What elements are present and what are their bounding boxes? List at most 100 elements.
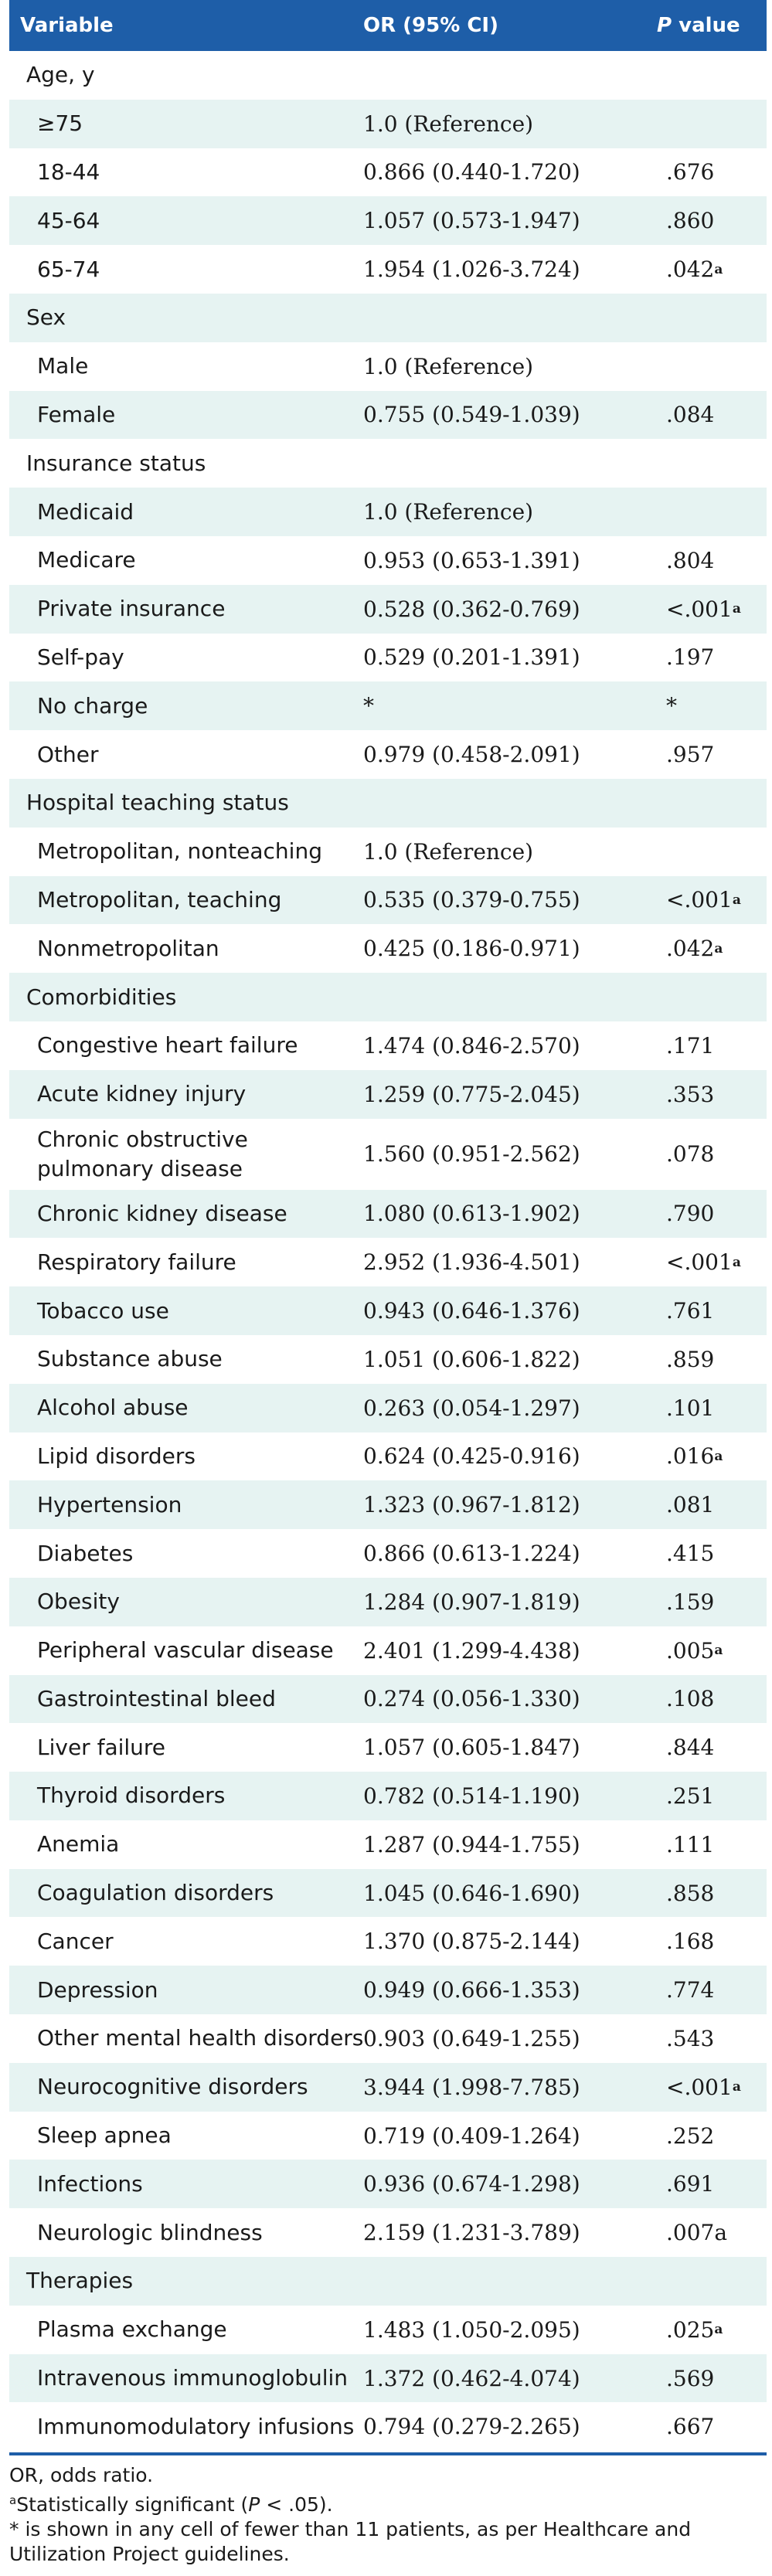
row-p-value: .774 — [666, 1966, 714, 2014]
table-row: Medicaid 1.0 (Reference) — [9, 488, 767, 536]
row-label: Gastrointestinal bleed — [37, 1685, 276, 1711]
row-p-value: .691 — [666, 2160, 714, 2208]
footnote-significance: aStatistically significant (P < .05). — [9, 2488, 767, 2517]
row-p-text: .078 — [666, 1141, 715, 1167]
header-variable: Variable — [20, 14, 114, 37]
row-p-value: .197 — [666, 634, 714, 682]
row-odds-ratio: 1.560 (0.951-2.562) — [363, 1141, 580, 1167]
row-label: Congestive heart failure — [37, 1032, 298, 1059]
row-odds-ratio: 0.903 (0.649-1.255) — [363, 2025, 580, 2051]
row-p-value: .016 a — [666, 1432, 723, 1481]
table-row: Cancer 1.370 (0.875-2.144) .168 — [9, 1917, 767, 1966]
row-odds-ratio: 1.284 (0.907-1.819) — [363, 1589, 580, 1615]
row-label: 65-74 — [37, 256, 100, 282]
row-p-value: .171 — [666, 1021, 714, 1070]
row-p-value: .860 — [666, 196, 714, 245]
row-odds-ratio: 0.866 (0.440-1.720) — [363, 159, 580, 185]
row-label: Medicaid — [37, 498, 134, 525]
row-p-text: .251 — [666, 1782, 715, 1809]
row-p-value: .168 — [666, 1917, 714, 1966]
row-label: Metropolitan, teaching — [37, 886, 282, 912]
row-p-value: <.001 a — [666, 585, 741, 634]
table-row: Metropolitan, nonteaching 1.0 (Reference) — [9, 828, 767, 876]
row-p-text: .016 — [666, 1443, 715, 1470]
table-footnotes: OR, odds ratio. aStatistically significa… — [9, 2463, 767, 2567]
row-p-value: .353 — [666, 1070, 714, 1119]
table-row: Respiratory failure 2.952 (1.936-4.501) <.… — [9, 1238, 767, 1286]
row-label: Medicare — [37, 547, 136, 573]
row-p-value: .111 — [666, 1820, 714, 1869]
footnote-sig-text: Statistically significant ( — [16, 2493, 249, 2517]
table-row: Other 0.979 (0.458-2.091) .957 — [9, 730, 767, 779]
footnote-abbreviation: OR, odds ratio. — [9, 2464, 154, 2486]
row-p-text: .353 — [666, 1081, 715, 1107]
row-p-value: .159 — [666, 1578, 714, 1626]
row-p-value: .761 — [666, 1286, 714, 1335]
row-p-text: .171 — [666, 1032, 715, 1059]
table-row: Metropolitan, teaching 0.535 (0.379-0.755… — [9, 875, 767, 925]
row-label: Alcohol abuse — [37, 1395, 189, 1421]
row-odds-ratio: 1.259 (0.775-2.045) — [363, 1081, 580, 1107]
row-p-value: .859 — [666, 1335, 714, 1384]
row-label: Depression — [37, 1976, 158, 2003]
row-odds-ratio: 1.045 (0.646-1.690) — [363, 1880, 580, 1906]
table-row: Substance abuse 1.051 (0.606-1.822) .859 — [9, 1335, 767, 1384]
row-label: ≥75 — [37, 110, 83, 137]
row-p-text: .691 — [666, 2171, 715, 2197]
row-odds-ratio: 1.080 (0.613-1.902) — [363, 1201, 580, 1227]
table-row: Acute kidney injury 1.259 (0.775-2.045) .3… — [9, 1069, 767, 1119]
row-p-text: .084 — [666, 402, 715, 428]
row-p-value: .078 — [666, 1119, 714, 1190]
row-label: Respiratory failure — [37, 1249, 236, 1275]
table-section-row: Comorbidities — [9, 973, 767, 1021]
row-label: Obesity — [37, 1589, 120, 1615]
table-row: Obesity 1.284 (0.907-1.819) .159 — [9, 1577, 767, 1626]
row-label: 18-44 — [37, 158, 100, 185]
row-label: Anemia — [37, 1831, 120, 1857]
row-p-value: .569 — [666, 2354, 714, 2403]
row-label: No charge — [37, 692, 148, 719]
row-label: Sex — [26, 304, 66, 331]
row-p-text: .108 — [666, 1686, 715, 1712]
row-label: Thyroid disorders — [37, 1782, 226, 1809]
row-p-text: .007a — [666, 2220, 728, 2246]
row-p-text: .858 — [666, 1880, 715, 1906]
row-odds-ratio: 3.944 (1.998-7.785) — [363, 2074, 580, 2100]
row-p-text: .790 — [666, 1201, 715, 1227]
table-row: Depression 0.949 (0.666-1.353) .774 — [9, 1966, 767, 2015]
row-odds-ratio: 0.949 (0.666-1.353) — [363, 1977, 580, 2003]
row-p-text: .676 — [666, 159, 715, 185]
row-p-text: * — [666, 693, 677, 719]
row-p-text: .844 — [666, 1735, 715, 1761]
row-odds-ratio: 1.057 (0.573-1.947) — [363, 208, 580, 234]
row-p-value: .007a — [666, 2208, 727, 2257]
row-p-value: .084 — [666, 391, 714, 440]
header-p-rest: value — [672, 14, 740, 37]
table-row: Neurologic blindness 2.159 (1.231-3.789).… — [9, 2208, 767, 2257]
row-p-value: .252 — [666, 2112, 714, 2160]
row-p-text: .111 — [666, 1831, 715, 1857]
row-label: Cancer — [37, 1928, 114, 1954]
row-label: Insurance status — [26, 450, 206, 476]
table-row: 45-64 1.057 (0.573-1.947) .860 — [9, 196, 767, 246]
row-odds-ratio: 0.529 (0.201-1.391) — [363, 644, 580, 671]
table-row: Male 1.0 (Reference) — [9, 342, 767, 391]
row-label: 45-64 — [37, 207, 100, 233]
table-row: Self-pay 0.529 (0.201-1.391) .197 — [9, 634, 767, 682]
row-p-text: .569 — [666, 2365, 715, 2391]
row-odds-ratio: 1.0 (Reference) — [363, 110, 534, 137]
header-p-value: P value — [657, 0, 740, 51]
row-p-text: .168 — [666, 1929, 715, 1955]
table-row: No charge * * — [9, 681, 767, 731]
table-row: Lipid disorders 0.624 (0.425-0.916) .016 a — [9, 1432, 767, 1481]
row-p-value: .957 — [666, 730, 714, 779]
table-section-row: Insurance status — [9, 439, 767, 488]
row-odds-ratio: 2.159 (1.231-3.789) — [363, 2220, 580, 2246]
row-label: Hospital teaching status — [26, 790, 289, 816]
row-p-text: .042 — [666, 936, 715, 962]
row-label: Sleep apnea — [37, 2122, 172, 2149]
row-odds-ratio: 0.624 (0.425-0.916) — [363, 1443, 580, 1470]
row-p-text: .667 — [666, 2414, 715, 2440]
row-p-text: .101 — [666, 1395, 715, 1421]
